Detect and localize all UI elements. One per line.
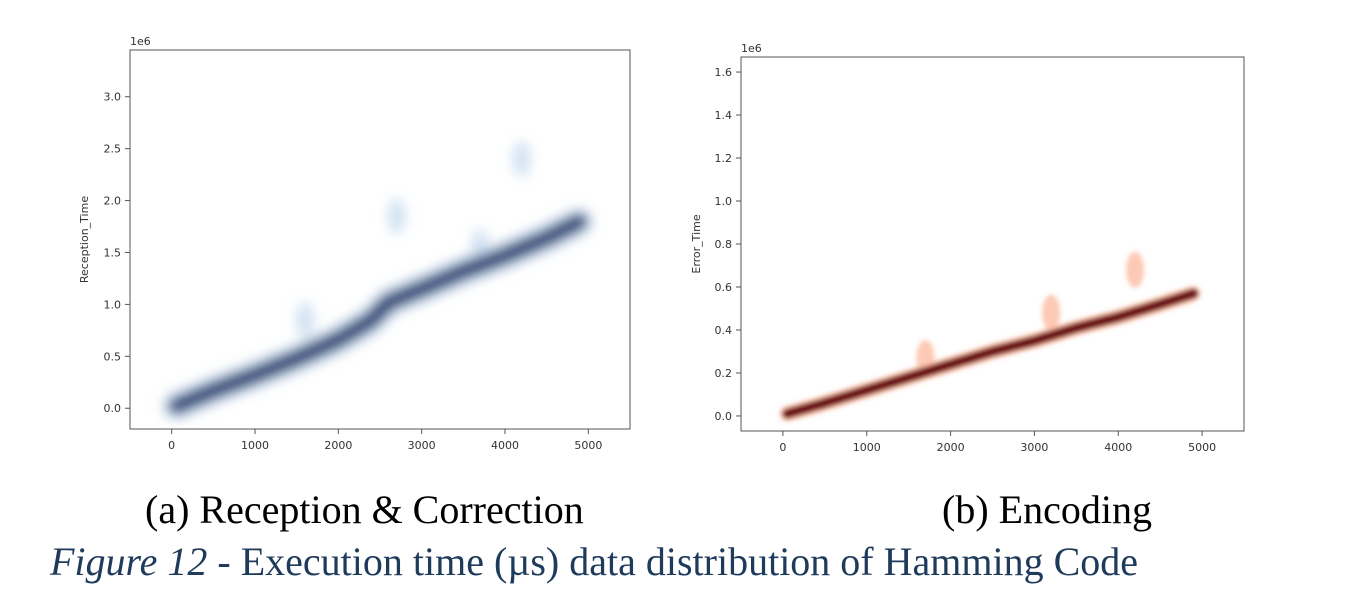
x-tick-label: 0 bbox=[168, 439, 175, 452]
y-tick-label: 0.4 bbox=[715, 324, 733, 337]
y-tick-label: 3.0 bbox=[104, 91, 122, 104]
y-tick-label: 0.5 bbox=[104, 350, 122, 363]
x-tick-label: 0 bbox=[779, 441, 786, 454]
y-tick-label: 0.6 bbox=[715, 281, 733, 294]
y-tick-label: 1.5 bbox=[104, 246, 122, 259]
x-tick-label: 3000 bbox=[1020, 441, 1048, 454]
y-tick-label: 1.0 bbox=[715, 195, 733, 208]
x-tick-label: 4000 bbox=[491, 439, 519, 452]
x-tick-label: 1000 bbox=[241, 439, 269, 452]
plot-frame bbox=[740, 56, 1245, 432]
x-tick-label: 4000 bbox=[1104, 441, 1132, 454]
y-tick-label: 2.0 bbox=[104, 195, 122, 208]
figure-label: Figure 12 bbox=[50, 539, 208, 584]
outlier-density bbox=[387, 198, 406, 235]
outlier-density bbox=[1126, 251, 1145, 288]
plot-frame bbox=[129, 49, 631, 430]
figure-caption-text: - Execution time (µs) data distribution … bbox=[207, 539, 1139, 584]
x-tick-label: 3000 bbox=[408, 439, 436, 452]
subcaption-b: (b) Encoding bbox=[942, 487, 1152, 532]
density-core bbox=[572, 213, 588, 230]
y-tick-label: 1.2 bbox=[715, 152, 733, 165]
y-offset-label: 1e6 bbox=[741, 42, 762, 55]
y-tick-label: 1.0 bbox=[104, 298, 122, 311]
chart-panel-reception: 0 1000 2000 3000 4000 5000 0.0 0.5 1.0 1.5 2.0 2.5 3… bbox=[78, 35, 631, 452]
chart-panel-encoding: 0 1000 2000 3000 4000 5000 0.0 0.2 0.4 0.6 0.8 1.0 1… bbox=[690, 42, 1245, 454]
outlier-density bbox=[296, 301, 314, 338]
y-tick-label: 0.0 bbox=[104, 402, 122, 415]
y-offset-label: 1e6 bbox=[130, 35, 151, 48]
y-tick-label: 2.5 bbox=[104, 143, 122, 156]
y-tick-label: 1.4 bbox=[715, 109, 733, 122]
y-tick-label: 1.6 bbox=[715, 66, 733, 79]
y-tick-label: 0.2 bbox=[715, 367, 733, 380]
x-tick-label: 5000 bbox=[1188, 441, 1216, 454]
x-tick-label: 2000 bbox=[937, 441, 965, 454]
x-tick-label: 1000 bbox=[853, 441, 881, 454]
density-cloud bbox=[161, 141, 594, 421]
density-core bbox=[1188, 288, 1199, 299]
x-tick-label: 2000 bbox=[324, 439, 352, 452]
y-axis-label: Error_Time bbox=[690, 214, 703, 273]
figure-caption: Figure 12 - Execution time (µs) data dis… bbox=[50, 538, 1138, 585]
y-tick-label: 0.8 bbox=[715, 238, 733, 251]
density-cloud bbox=[779, 251, 1201, 422]
outlier-density bbox=[512, 141, 531, 178]
y-axis-label: Reception_Time bbox=[78, 196, 91, 283]
subcaption-a: (a) Reception & Correction bbox=[145, 487, 584, 532]
x-tick-label: 5000 bbox=[574, 439, 602, 452]
y-tick-label: 0.0 bbox=[715, 410, 733, 423]
outlier-density bbox=[1042, 294, 1061, 331]
